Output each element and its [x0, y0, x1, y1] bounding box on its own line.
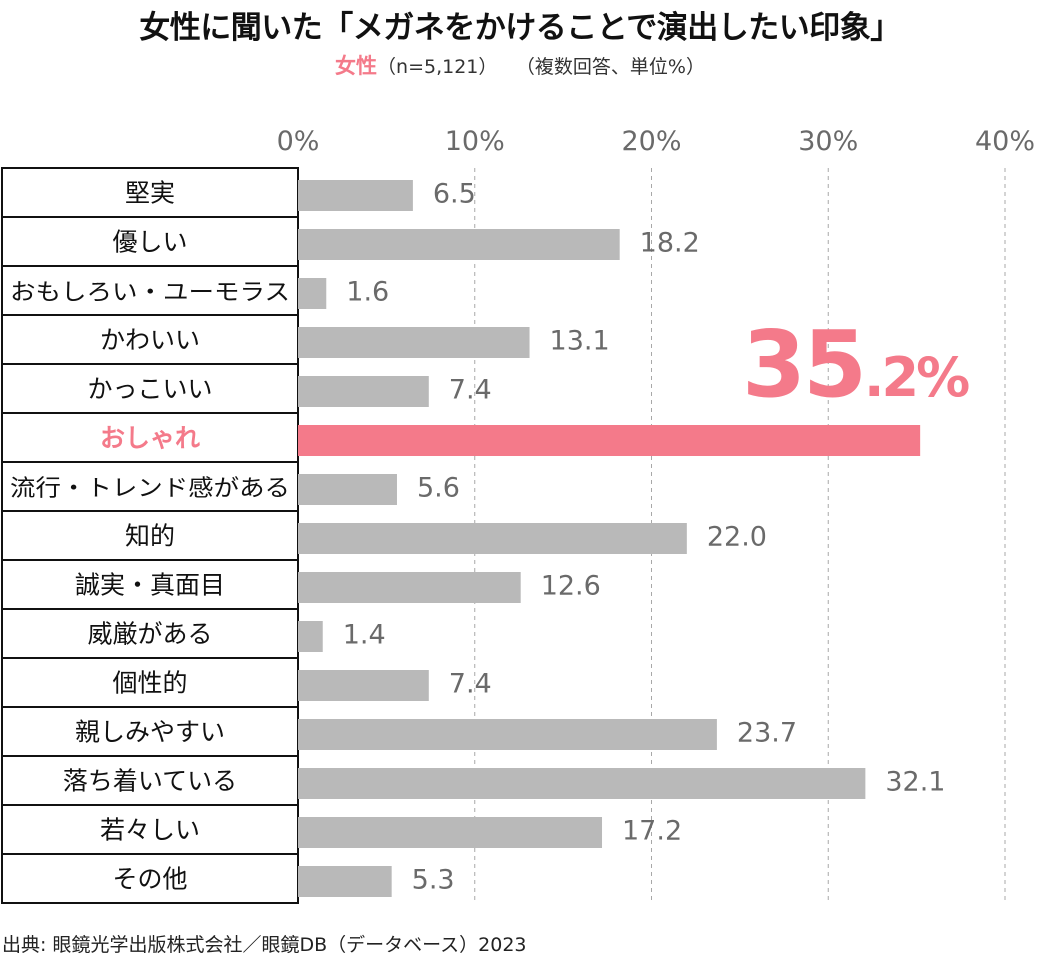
bar	[298, 866, 392, 897]
highlight-value-label: 35.2%	[742, 311, 969, 418]
source-note: 出典: 眼鏡光学出版株式会社／眼鏡DB（データベース）2023	[2, 934, 527, 956]
category-label: 堅実	[125, 179, 175, 208]
category-label: 落ち着いている	[63, 767, 237, 796]
bar	[298, 278, 327, 309]
segment-label: 女性	[335, 54, 378, 78]
category-label: 優しい	[112, 228, 187, 257]
category-cell	[1, 216, 299, 267]
highlight-value-integer: 35	[742, 311, 864, 418]
category-cell	[1, 167, 299, 218]
category-label: 個性的	[112, 669, 187, 698]
data-label: 23.7	[737, 718, 797, 749]
bar	[298, 474, 397, 505]
category-label: おしゃれ	[100, 424, 200, 453]
category-label: 若々しい	[100, 816, 200, 845]
data-label: 13.1	[550, 326, 610, 357]
bar	[298, 621, 323, 652]
category-cell	[1, 608, 299, 659]
category-label: かわいい	[100, 326, 200, 355]
x-tick-label: 10%	[445, 126, 505, 157]
category-label: 親しみやすい	[75, 718, 225, 747]
category-label: 威厳がある	[87, 620, 212, 649]
bar	[298, 229, 620, 260]
category-cell	[1, 314, 299, 365]
category-label: かっこいい	[87, 375, 212, 404]
data-label: 1.4	[343, 620, 386, 651]
data-label: 7.4	[449, 375, 492, 406]
unit-note: （複数回答、単位%）	[525, 56, 705, 78]
category-cell	[1, 559, 299, 610]
data-label: 17.2	[622, 816, 682, 847]
sample-size: （n=5,121）	[377, 56, 498, 78]
bar	[298, 572, 521, 603]
category-cell	[1, 853, 299, 904]
bar	[298, 376, 429, 407]
bar	[298, 523, 687, 554]
bar	[298, 817, 603, 848]
bar	[298, 670, 429, 701]
category-cell	[1, 804, 299, 855]
data-label: 32.1	[885, 767, 945, 798]
data-label: 22.0	[707, 522, 767, 553]
data-label: 5.6	[417, 473, 460, 504]
category-label: 知的	[125, 522, 175, 551]
category-label: その他	[112, 865, 187, 894]
data-label: 1.6	[346, 277, 389, 308]
bar	[298, 719, 717, 750]
category-label: 流行・トレンド感がある	[10, 476, 290, 502]
x-tick-label: 20%	[621, 126, 681, 157]
category-label: 誠実・真面目	[75, 571, 225, 600]
data-label: 18.2	[640, 228, 700, 259]
bar	[298, 180, 413, 211]
chart-title: 女性に聞いた「メガネをかけることで演出したい印象」	[139, 10, 901, 46]
x-tick-label: 40%	[975, 126, 1035, 157]
category-cell	[1, 363, 299, 414]
x-tick-label: 30%	[798, 126, 858, 157]
chart-subtitle: 女性（n=5,121） （複数回答、単位%）	[0, 50, 1040, 80]
highlight-value-decimal: .2%	[864, 346, 969, 409]
data-label: 12.6	[541, 571, 601, 602]
bar	[298, 768, 866, 799]
category-cell	[1, 706, 299, 757]
data-label: 6.5	[433, 179, 476, 210]
category-label: おもしろい・ユーモラス	[10, 280, 290, 306]
bar	[298, 327, 530, 358]
bar	[298, 425, 921, 456]
data-label: 5.3	[412, 865, 455, 896]
category-cell	[1, 755, 299, 806]
x-tick-label: 0%	[277, 126, 320, 157]
data-label: 7.4	[449, 669, 492, 700]
